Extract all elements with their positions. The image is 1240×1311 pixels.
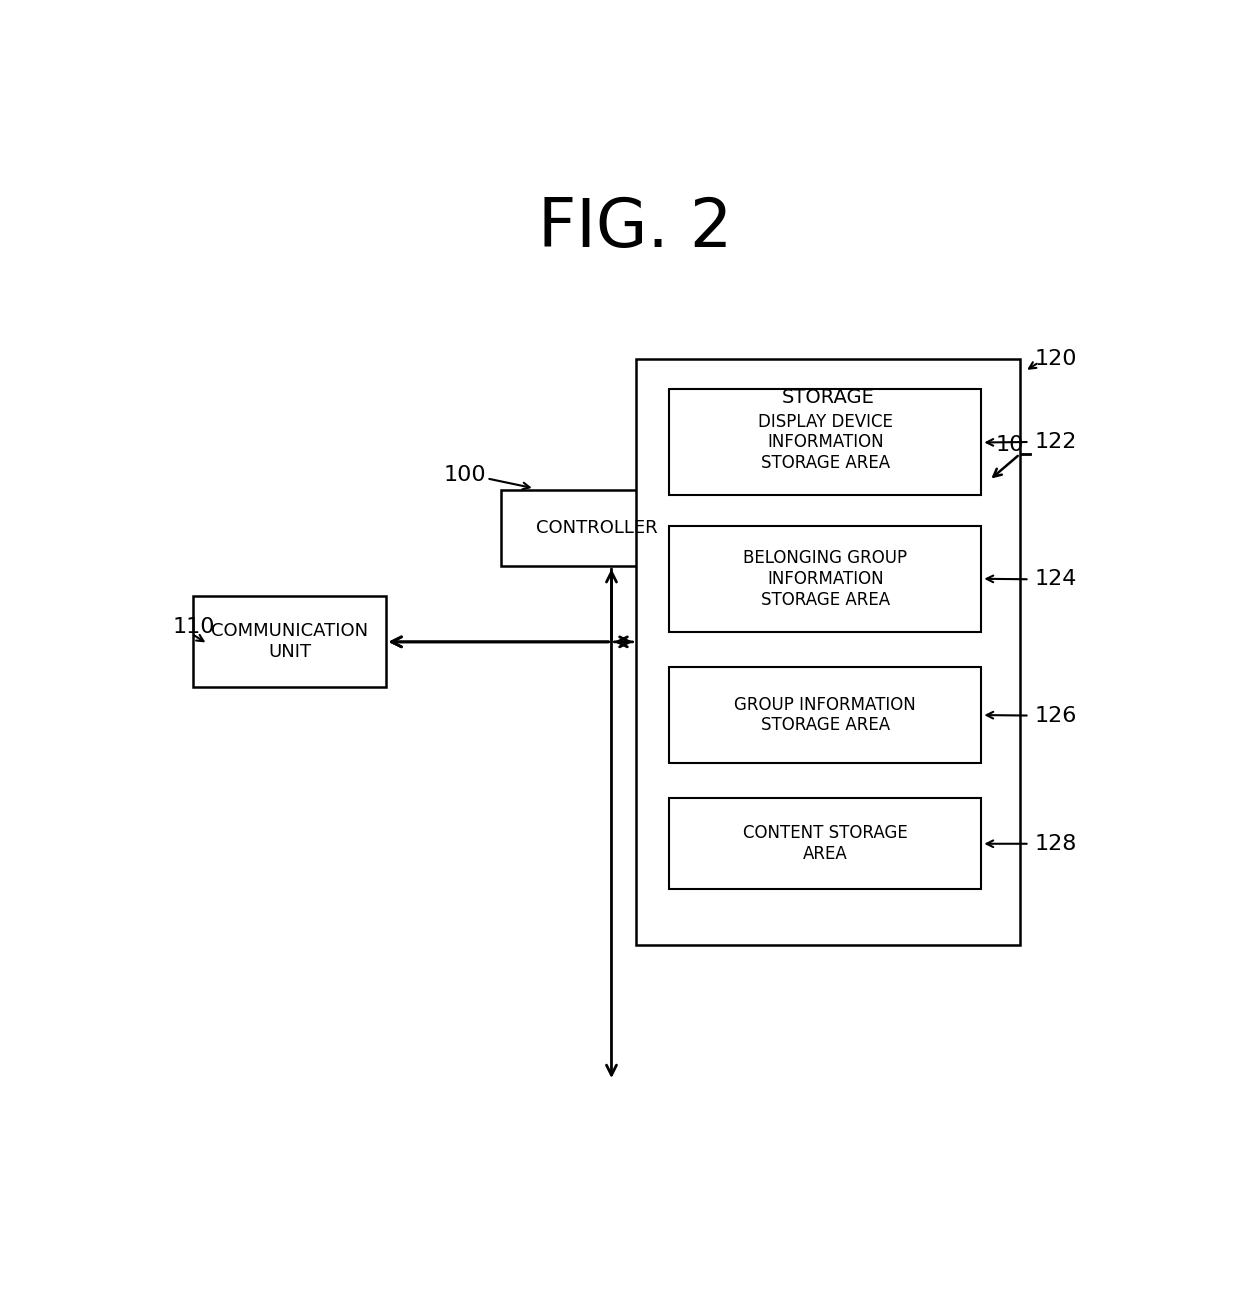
Text: BELONGING GROUP
INFORMATION
STORAGE AREA: BELONGING GROUP INFORMATION STORAGE AREA	[743, 549, 908, 608]
Text: CONTENT STORAGE
AREA: CONTENT STORAGE AREA	[743, 825, 908, 863]
Text: 100: 100	[444, 465, 486, 485]
Text: 128: 128	[1034, 834, 1076, 853]
Bar	[193, 597, 386, 687]
Text: STORAGE: STORAGE	[781, 388, 874, 408]
Bar	[501, 490, 693, 566]
Bar	[635, 359, 1021, 945]
Text: 122: 122	[1034, 433, 1076, 452]
Text: 120: 120	[1034, 349, 1076, 370]
Text: FIG. 2: FIG. 2	[538, 195, 733, 261]
Text: DISPLAY DEVICE
INFORMATION
STORAGE AREA: DISPLAY DEVICE INFORMATION STORAGE AREA	[758, 413, 893, 472]
Text: COMMUNICATION
UNIT: COMMUNICATION UNIT	[211, 623, 368, 661]
Text: GROUP INFORMATION
STORAGE AREA: GROUP INFORMATION STORAGE AREA	[734, 696, 916, 734]
Bar	[670, 526, 982, 632]
Text: 126: 126	[1034, 705, 1076, 725]
Text: 110: 110	[172, 616, 215, 637]
Bar	[670, 798, 982, 889]
Bar	[670, 389, 982, 496]
Bar	[670, 667, 982, 763]
Text: 10: 10	[996, 435, 1024, 455]
Text: CONTROLLER: CONTROLLER	[536, 519, 658, 538]
Text: 124: 124	[1034, 569, 1076, 589]
